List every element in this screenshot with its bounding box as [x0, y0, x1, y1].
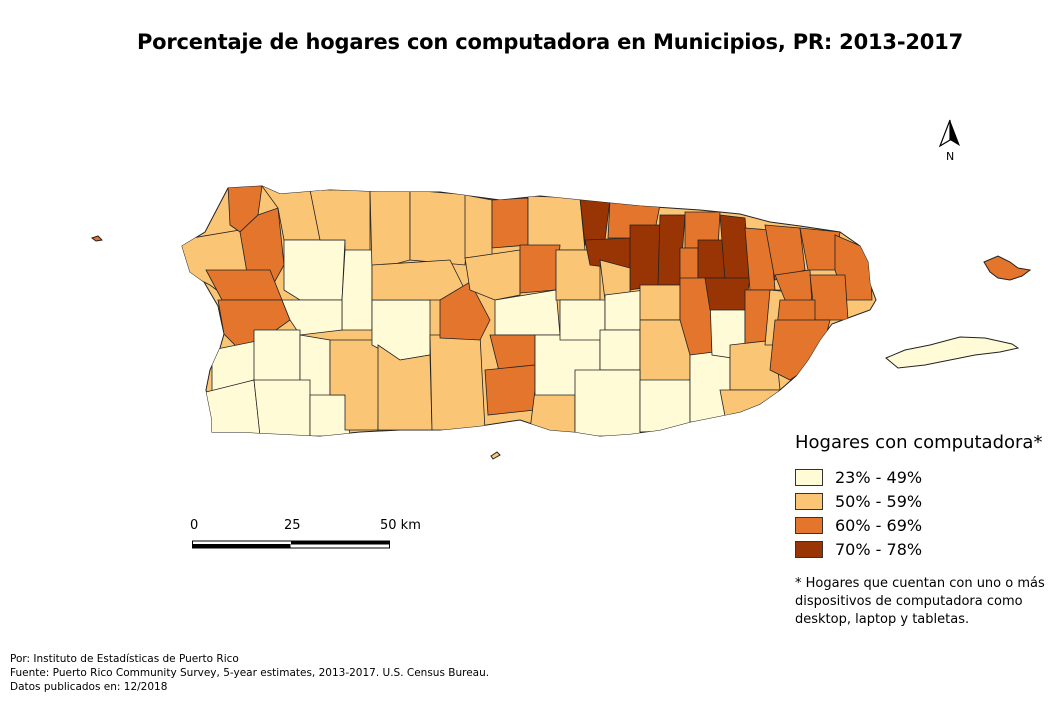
municipio-region — [484, 364, 536, 416]
legend-item: 70% - 78% — [795, 537, 1055, 561]
scale-label-0: 0 — [190, 518, 199, 533]
legend-swatch — [795, 468, 823, 486]
scale-bar-graphic — [192, 540, 390, 549]
legend-swatch — [795, 516, 823, 534]
caja-de-muertos-island — [490, 451, 501, 460]
north-arrow-icon — [938, 119, 960, 148]
legend-item: 50% - 59% — [795, 489, 1055, 513]
scale-label-25: 25 — [284, 518, 301, 533]
legend-label: 50% - 59% — [835, 491, 923, 511]
municipio-region — [579, 197, 611, 246]
legend-title: Hogares con computadora* — [795, 432, 1043, 453]
municipio-region — [679, 247, 699, 279]
municipio-region — [604, 289, 646, 331]
municipio-region — [809, 274, 849, 321]
legend-item: 23% - 49% — [795, 465, 1055, 489]
municipio-region — [629, 224, 661, 291]
culebra-island — [983, 255, 1032, 281]
legend-footnote: * Hogares que cuentan con uno o más disp… — [795, 576, 1045, 627]
municipio-region — [697, 239, 726, 279]
legend-swatch — [795, 492, 823, 510]
municipio-region — [519, 244, 561, 294]
legend-item: 60% - 69% — [795, 513, 1055, 537]
municipio-region — [369, 189, 411, 271]
municipio-region — [559, 299, 606, 341]
municipio-region — [464, 194, 493, 259]
municipio-region — [719, 214, 751, 281]
mona-island — [90, 235, 104, 242]
municipio-region — [527, 195, 586, 251]
credit-published: Datos publicados en: 12/2018 — [10, 681, 168, 693]
municipio-region — [491, 197, 529, 249]
map-title: Porcentaje de hogares con computadora en… — [136, 30, 963, 54]
municipio-region — [599, 329, 641, 371]
municipio-region — [719, 389, 781, 417]
credit-author: Por: Instituto de Estadísticas de Puerto… — [10, 653, 239, 665]
municipio-region — [253, 329, 301, 386]
scale-label-50: 50 km — [380, 518, 421, 533]
legend-swatch — [795, 540, 823, 558]
municipio-region — [764, 224, 806, 281]
municipio-region — [529, 389, 576, 435]
municipio-region — [283, 239, 346, 301]
municipio-region — [429, 334, 486, 431]
municipio-region — [341, 249, 373, 331]
municipio-region — [574, 369, 641, 436]
municipio-region — [253, 379, 311, 436]
north-arrow-label: N — [946, 150, 955, 163]
credit-source: Fuente: Puerto Rico Community Survey, 5-… — [10, 667, 490, 679]
legend-label: 70% - 78% — [835, 539, 923, 559]
municipio-region — [281, 299, 343, 336]
municipio-region — [439, 281, 491, 341]
municipio-region — [704, 277, 751, 311]
legend-label: 60% - 69% — [835, 515, 923, 535]
map-legend: Hogares con computadora* 23% - 49% 50% -… — [795, 432, 1055, 629]
municipio-region — [639, 284, 681, 321]
municipio-region — [309, 394, 351, 436]
legend-label: 23% - 49% — [835, 467, 923, 487]
vieques-island — [885, 336, 1020, 369]
scale-bar: 0 25 50 km — [190, 518, 430, 558]
municipio-region — [464, 249, 521, 301]
credits: Por: Instituto de Estadísticas de Puerto… — [10, 652, 489, 694]
municipio-region — [409, 189, 471, 266]
